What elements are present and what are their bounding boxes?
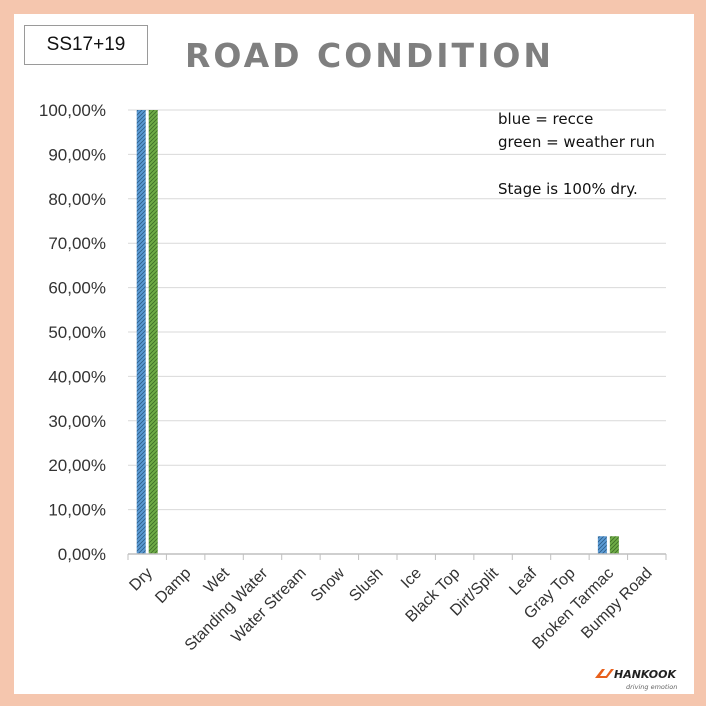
y-tick-label: 80,00% (48, 190, 106, 209)
logo-brand: HANKOOK (614, 668, 677, 681)
bar-series-1-dry (136, 110, 146, 554)
x-tick-label: Damp (152, 565, 194, 607)
bar-series-2-dry (148, 110, 158, 554)
y-tick-label: 30,00% (48, 412, 106, 431)
y-tick-label: 50,00% (48, 323, 106, 342)
x-tick-label: Dry (126, 565, 156, 595)
x-tick-label: Leaf (506, 564, 540, 598)
logo-tagline: driving emotion (626, 683, 677, 691)
x-tick-label: Ice (398, 565, 425, 592)
note-stage-dry: Stage is 100% dry. (498, 180, 638, 198)
y-tick-label: 70,00% (48, 234, 106, 253)
x-tick-label: Slush (346, 565, 386, 605)
stage-label: SS17+19 (24, 25, 148, 65)
y-tick-label: 60,00% (48, 279, 106, 298)
y-tick-label: 90,00% (48, 145, 106, 164)
x-tick-label: Snow (308, 564, 349, 605)
bar-series-2-broken-tarmac (609, 536, 619, 554)
chart-title: ROAD CONDITION (185, 36, 555, 75)
hankook-logo-mark (595, 669, 614, 678)
y-tick-label: 40,00% (48, 367, 106, 386)
x-tick-label: Wet (201, 564, 233, 596)
y-tick-label: 100,00% (39, 101, 106, 120)
y-tick-label: 10,00% (48, 501, 106, 520)
y-tick-label: 20,00% (48, 456, 106, 475)
y-tick-label: 0,00% (58, 545, 106, 564)
bar-series-1-broken-tarmac (597, 536, 607, 554)
note-recce: blue = recce (498, 110, 594, 128)
chart-card (14, 14, 694, 694)
note-weather-run: green = weather run (498, 133, 655, 151)
hankook-logo: HANKOOK driving emotion (595, 668, 677, 691)
